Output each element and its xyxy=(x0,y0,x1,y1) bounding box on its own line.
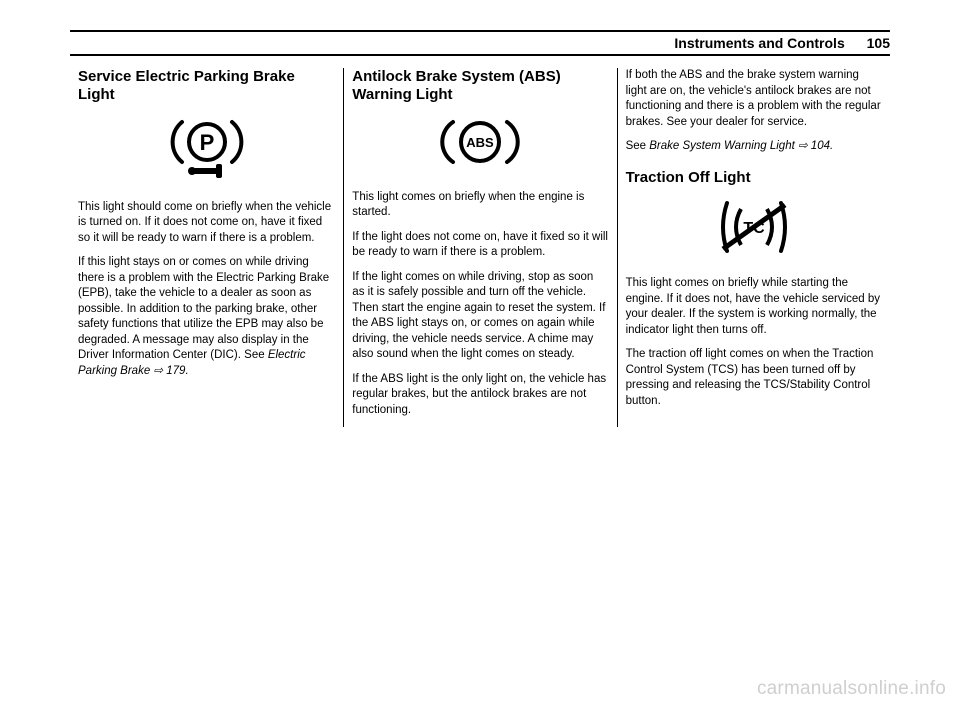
body-text: The traction off light comes on when the… xyxy=(626,347,882,409)
traction-off-icon: TC xyxy=(626,197,882,263)
body-text: If the light does not come on, have it f… xyxy=(352,230,608,261)
page-number: 105 xyxy=(867,35,890,51)
body-text: This light comes on briefly while starti… xyxy=(626,276,882,338)
column-2: Antilock Brake System (ABS) Warning Ligh… xyxy=(343,68,616,427)
watermark-text: carmanualsonline.info xyxy=(757,678,946,700)
epb-service-icon: P xyxy=(78,114,335,186)
svg-text:ABS: ABS xyxy=(467,135,495,150)
svg-text:P: P xyxy=(199,130,214,155)
running-header: Instruments and Controls 105 xyxy=(70,30,890,56)
cross-reference: Brake System Warning Light ⇨ 104. xyxy=(649,140,833,152)
section-heading-abs: Antilock Brake System (ABS) Warning Ligh… xyxy=(352,68,608,104)
body-text-span: See xyxy=(626,140,650,152)
body-text: If the ABS light is the only light on, t… xyxy=(352,372,608,419)
body-text: If both the ABS and the brake system war… xyxy=(626,68,882,130)
column-3: If both the ABS and the brake system war… xyxy=(617,68,890,427)
body-text: This light should come on briefly when t… xyxy=(78,200,335,247)
body-text-span: If this light stays on or comes on while… xyxy=(78,256,329,361)
body-text: If this light stays on or comes on while… xyxy=(78,255,335,379)
section-heading-traction: Traction Off Light xyxy=(626,169,882,187)
body-text: This light comes on briefly when the eng… xyxy=(352,190,608,221)
column-1: Service Electric Parking Brake Light P xyxy=(70,68,343,427)
abs-warning-icon: ABS xyxy=(352,114,608,176)
body-text: If the light comes on while driving, sto… xyxy=(352,270,608,363)
chapter-title: Instruments and Controls xyxy=(674,35,844,51)
section-heading-epb: Service Electric Parking Brake Light xyxy=(78,68,335,104)
body-text: See Brake System Warning Light ⇨ 104. xyxy=(626,139,882,155)
manual-page: Instruments and Controls 105 Service Ele… xyxy=(70,30,890,630)
content-columns: Service Electric Parking Brake Light P xyxy=(70,68,890,427)
